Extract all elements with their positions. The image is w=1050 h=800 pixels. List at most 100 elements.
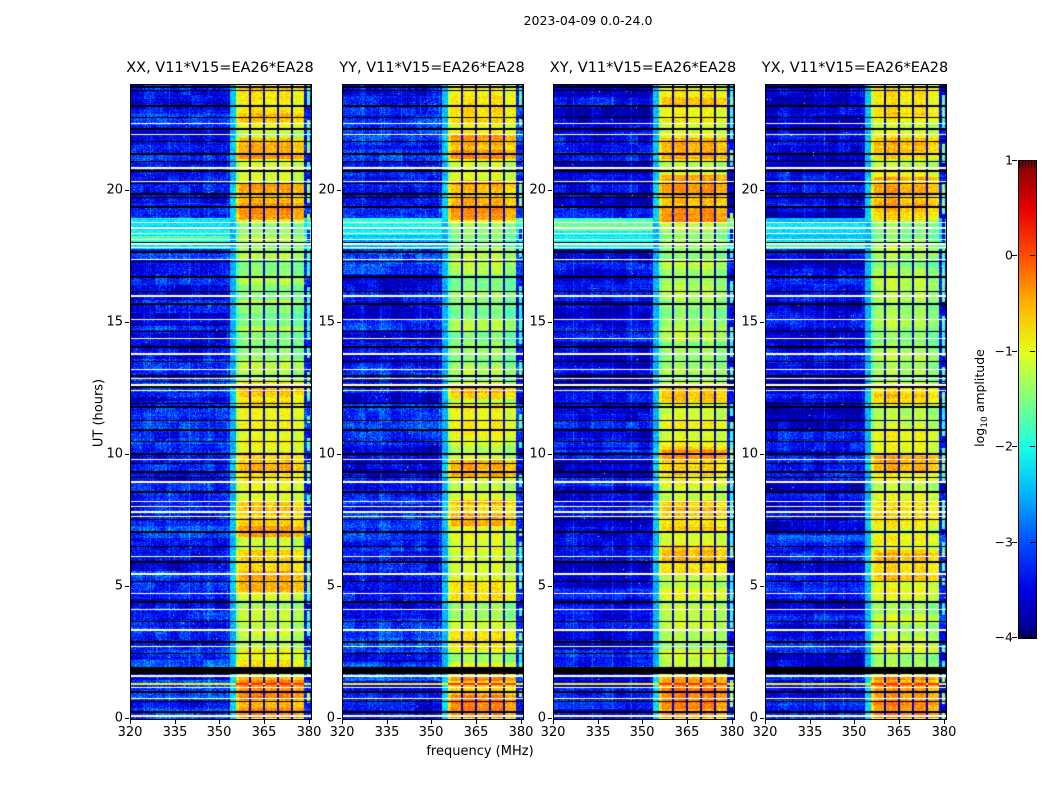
x-tick-mark <box>521 720 522 724</box>
figure-title: 2023-04-09 0.0-24.0 <box>523 13 653 28</box>
colorbar-tick-label: 1 <box>1005 152 1013 168</box>
y-tick-mark <box>760 322 764 323</box>
colorbar-tick-mark <box>1030 637 1035 638</box>
spectrogram-plot-yy <box>342 84 524 720</box>
y-tick-label: 5 <box>114 578 123 594</box>
y-tick-mark <box>125 454 129 455</box>
y-tick-label: 10 <box>529 446 546 462</box>
colorbar-tick-mark <box>1012 255 1017 257</box>
x-tick-mark <box>309 720 310 724</box>
x-tick-label: 350 <box>629 725 655 740</box>
panel-title-yx: YX, V11*V15=EA26*EA28 <box>761 60 949 76</box>
y-tick-mark <box>125 586 129 587</box>
x-tick-label: 365 <box>674 725 700 740</box>
x-tick-mark <box>387 720 388 724</box>
panel-title-xx: XX, V11*V15=EA26*EA28 <box>126 60 314 76</box>
y-tick-mark <box>548 322 552 323</box>
y-tick-mark <box>548 718 552 719</box>
y-tick-label: 0 <box>326 710 335 726</box>
x-tick-label: 320 <box>117 725 143 740</box>
y-tick-label: 20 <box>741 182 758 198</box>
y-tick-mark <box>760 718 764 719</box>
panel-group-yx: YX, V11*V15=EA26*EA28 320 335 350 365 380 0 5 1… <box>741 0 956 760</box>
colorbar-tick-label: −2 <box>994 438 1013 454</box>
y-tick-mark <box>548 190 552 191</box>
x-tick-label: 365 <box>463 725 489 740</box>
x-tick-label: 320 <box>540 725 566 740</box>
spectrogram-canvas-yy <box>343 85 523 719</box>
colorbar-tick-mark <box>1030 255 1035 257</box>
panel-group-yy: YY, V11*V15=EA26*EA28 320 335 350 365 380 0 5 1… <box>318 0 533 760</box>
x-tick-label: 365 <box>251 725 277 740</box>
x-axis-label: frequency (MHz) <box>426 744 534 759</box>
y-tick-mark <box>760 190 764 191</box>
y-tick-label: 15 <box>106 314 123 330</box>
x-tick-mark <box>598 720 599 724</box>
y-tick-label: 0 <box>537 710 546 726</box>
x-tick-mark <box>219 720 220 724</box>
x-tick-label: 380 <box>719 725 745 740</box>
x-tick-mark <box>175 720 176 724</box>
x-tick-label: 350 <box>206 725 232 740</box>
y-tick-label: 5 <box>749 578 758 594</box>
colorbar-tick-mark <box>1030 446 1035 448</box>
y-tick-label: 20 <box>106 182 123 198</box>
spectrogram-plot-xx <box>130 84 312 720</box>
y-tick-mark <box>125 718 129 719</box>
x-tick-mark <box>854 720 855 724</box>
x-tick-label: 365 <box>886 725 912 740</box>
x-tick-label: 335 <box>374 725 400 740</box>
spectrogram-canvas-xy <box>554 85 734 719</box>
colorbar-tick-label: −4 <box>994 629 1013 645</box>
x-tick-mark <box>476 720 477 724</box>
x-tick-mark <box>765 720 766 724</box>
y-tick-mark <box>760 454 764 455</box>
colorbar-tick-mark <box>1012 541 1017 543</box>
colorbar-tick-mark <box>1012 160 1017 161</box>
y-tick-label: 10 <box>318 446 335 462</box>
colorbar-label: log10 amplitude <box>972 349 990 447</box>
x-tick-label: 380 <box>931 725 957 740</box>
x-tick-mark <box>642 720 643 724</box>
y-tick-label: 20 <box>318 182 335 198</box>
spectrogram-plot-xy <box>553 84 735 720</box>
y-tick-label: 20 <box>529 182 546 198</box>
y-tick-label: 10 <box>741 446 758 462</box>
y-tick-mark <box>337 190 341 191</box>
y-tick-mark <box>337 322 341 323</box>
y-tick-label: 10 <box>106 446 123 462</box>
colorbar-tick-mark <box>1012 637 1017 638</box>
x-tick-mark <box>553 720 554 724</box>
x-tick-mark <box>810 720 811 724</box>
y-axis-label: UT (hours) <box>91 378 107 448</box>
x-tick-label: 320 <box>329 725 355 740</box>
x-tick-mark <box>431 720 432 724</box>
spectrogram-canvas-xx <box>131 85 311 719</box>
panel-title-xy: XY, V11*V15=EA26*EA28 <box>549 60 737 76</box>
y-tick-label: 15 <box>741 314 758 330</box>
x-tick-mark <box>899 720 900 724</box>
colorbar-tick-mark <box>1030 541 1035 543</box>
x-tick-label: 335 <box>162 725 188 740</box>
x-tick-label: 350 <box>418 725 444 740</box>
y-tick-mark <box>125 190 129 191</box>
x-tick-label: 335 <box>585 725 611 740</box>
colorbar-tick-label: −1 <box>994 343 1013 359</box>
x-tick-label: 380 <box>508 725 534 740</box>
y-tick-label: 5 <box>537 578 546 594</box>
x-tick-label: 380 <box>296 725 322 740</box>
x-tick-mark <box>687 720 688 724</box>
y-tick-mark <box>337 586 341 587</box>
panel-group-xx: XX, V11*V15=EA26*EA28 320 335 350 365 380 0 5 1… <box>106 0 321 760</box>
y-tick-mark <box>548 586 552 587</box>
colorbar-top-hatch <box>1019 161 1036 168</box>
x-tick-mark <box>342 720 343 724</box>
y-tick-mark <box>548 454 552 455</box>
x-tick-label: 350 <box>841 725 867 740</box>
colorbar <box>1018 160 1037 639</box>
y-tick-label: 5 <box>326 578 335 594</box>
spectrogram-plot-yx <box>765 84 947 720</box>
colorbar-tick-mark <box>1012 350 1017 352</box>
colorbar-tick-mark <box>1030 160 1035 161</box>
